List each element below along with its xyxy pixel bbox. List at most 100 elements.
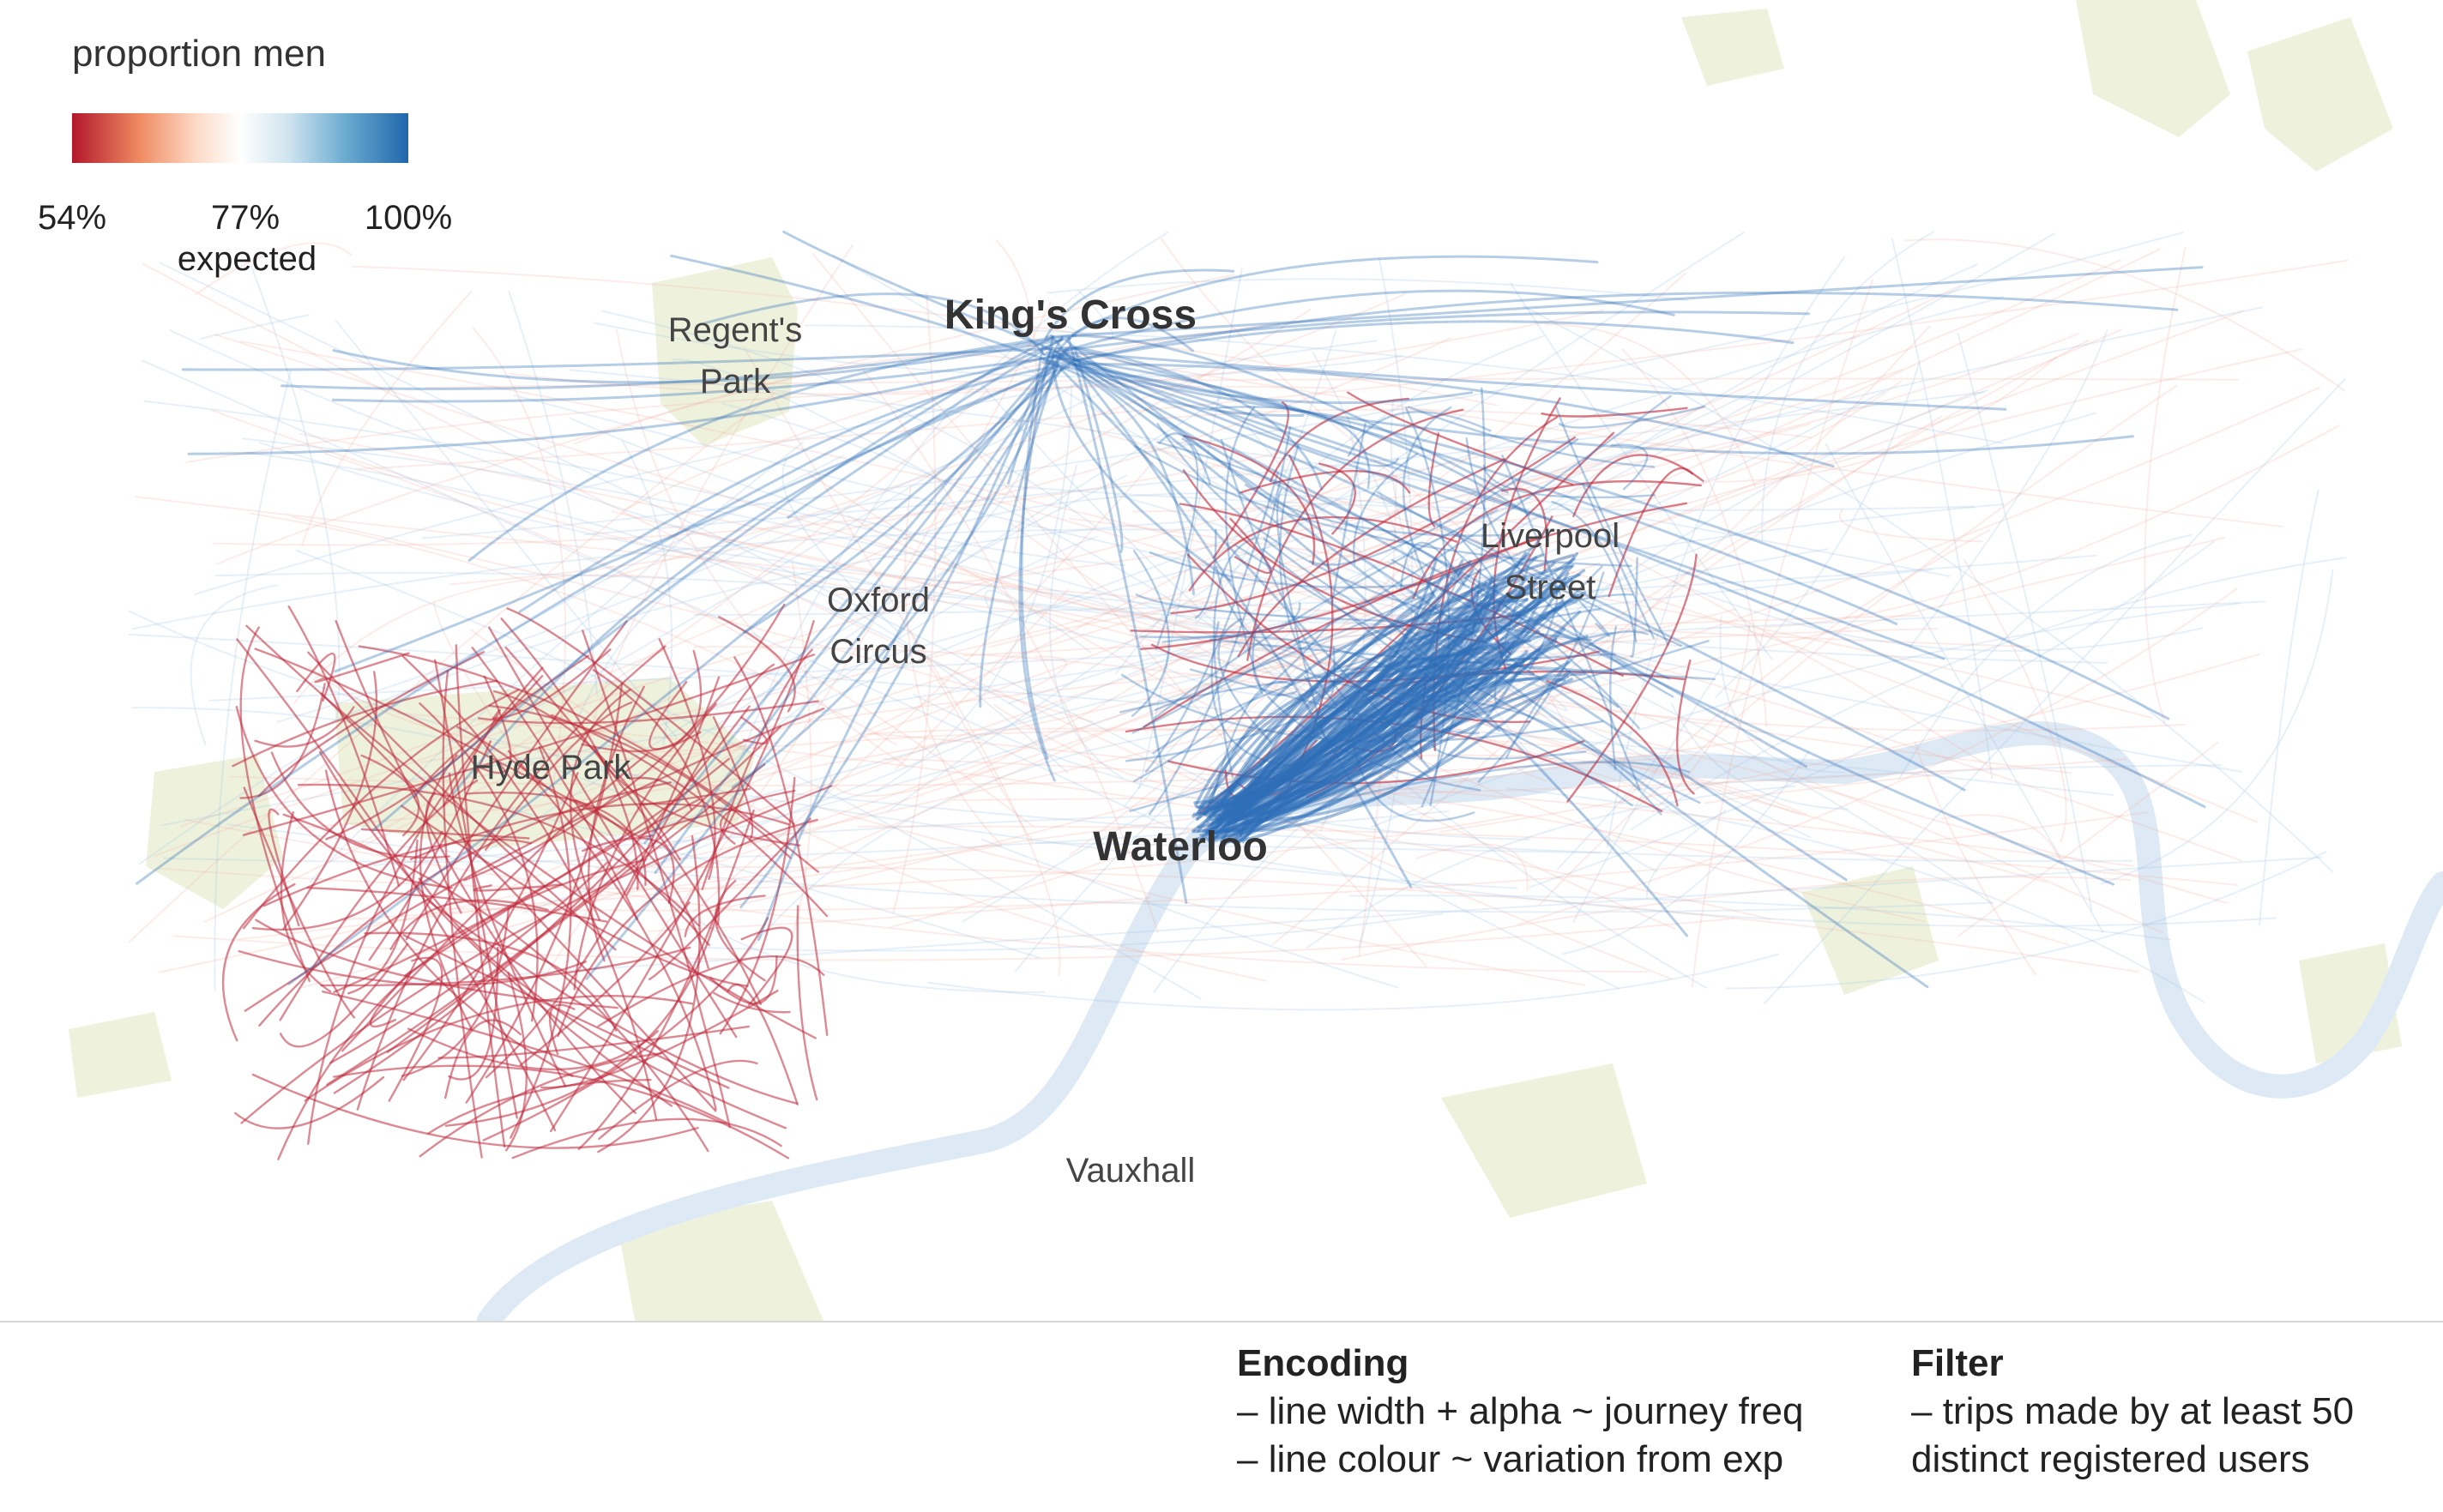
journey-line	[142, 262, 1672, 979]
journey-line	[477, 700, 819, 725]
journey-line	[1194, 651, 1491, 807]
journey-line	[277, 858, 647, 1160]
journey-line	[226, 823, 1994, 913]
journey-line	[760, 567, 1069, 774]
journey-line	[324, 769, 574, 1077]
journey-line	[299, 432, 2228, 904]
journey-line	[1072, 351, 2007, 411]
map-canvas	[69, 0, 2443, 1321]
journey-line	[1433, 416, 1559, 751]
journey-line	[742, 346, 1034, 844]
journey-line	[1407, 688, 1633, 807]
journey-line	[1227, 582, 1497, 827]
journey-line	[1891, 238, 1994, 780]
journey-line	[1223, 652, 1435, 846]
journey-line	[881, 757, 2134, 867]
journey-line	[1049, 310, 1811, 354]
journey-line	[1511, 415, 1943, 719]
journey-line	[569, 369, 1951, 577]
place-label-liverpool-street-line2: Street	[1504, 569, 1596, 606]
map-area[interactable]: proportion men 54% 77% 100% expected Kin…	[0, 0, 2443, 1321]
journey-line	[215, 274, 1235, 565]
journey-line	[1051, 352, 1233, 582]
journey-line	[250, 512, 897, 745]
journey-line	[463, 603, 786, 882]
journey-line	[1538, 384, 2178, 906]
journey-line	[570, 417, 1126, 567]
journey-line	[1215, 568, 1475, 822]
journey-line	[583, 391, 1985, 536]
journey-line	[1203, 624, 1436, 816]
journey-line	[1233, 676, 1493, 842]
journey-line	[1158, 432, 1211, 485]
journey-line	[1059, 367, 1431, 770]
journey-line	[1234, 544, 1701, 804]
journey-line	[904, 485, 1003, 846]
journey-line	[1222, 588, 1561, 829]
journey-line	[781, 459, 899, 632]
journey-line	[1170, 437, 1576, 615]
journey-line	[449, 337, 1452, 586]
journey-line	[1353, 452, 1419, 565]
journey-line	[1010, 522, 1925, 923]
journey-line	[1215, 605, 1563, 824]
journey-line	[1253, 537, 2225, 765]
journey-line	[1139, 535, 1539, 650]
journey-line	[1071, 255, 1599, 336]
journey-line	[1223, 649, 1529, 833]
journey-line	[194, 242, 353, 296]
journey-line	[597, 834, 701, 1154]
journey-line	[239, 683, 326, 799]
journey-line	[585, 365, 1059, 980]
journey-line	[1209, 561, 1556, 826]
journey-line	[331, 353, 1069, 403]
journey-line	[1645, 810, 1727, 899]
journey-line	[287, 358, 1076, 985]
journey-line	[1241, 645, 1488, 825]
journey-line	[1153, 717, 1459, 993]
journey-line	[323, 452, 1034, 828]
journey-line	[1415, 843, 1529, 892]
journey-line	[1207, 660, 1470, 842]
journey-line	[1209, 553, 1544, 834]
journey-line	[1566, 553, 1698, 803]
journey-line	[679, 528, 1642, 789]
journey-line	[1347, 703, 1475, 822]
journey-line	[1306, 785, 1795, 949]
journey-line	[648, 681, 702, 750]
journey-line	[1125, 715, 1663, 812]
journey-line	[1209, 678, 1573, 844]
park-north	[1681, 9, 1784, 86]
journey-line	[615, 328, 908, 768]
journey-line	[1073, 363, 1807, 768]
journey-line	[727, 983, 799, 1105]
place-label-vauxhall: Vauxhall	[1065, 1152, 1196, 1190]
journey-line	[351, 265, 1498, 407]
journey-line	[1390, 389, 1988, 773]
journey-line	[508, 291, 599, 698]
journey-line	[1202, 660, 1449, 816]
journey-line	[132, 528, 1224, 630]
journey-line	[1572, 454, 1704, 518]
journey-line	[1235, 599, 1578, 806]
journey-line	[1234, 577, 1573, 846]
park-shapes	[69, 0, 2402, 1321]
journey-line	[136, 338, 1063, 885]
journey-line	[507, 750, 717, 1111]
journey-line	[2100, 569, 2334, 885]
journey-line	[128, 633, 2114, 796]
journey-line	[1224, 406, 1264, 695]
journey-line	[262, 838, 532, 907]
journey-line	[1231, 642, 1515, 844]
journey-line	[510, 745, 572, 1139]
journey-line	[401, 655, 658, 1121]
journey-line	[396, 712, 1772, 920]
journey-line	[1047, 362, 1195, 596]
journey-line	[701, 648, 813, 891]
journey-line	[1214, 672, 1586, 835]
journey-line	[592, 669, 721, 925]
journey-line	[245, 624, 817, 1039]
journey-line	[1609, 625, 1618, 770]
journey-line	[1131, 333, 2079, 513]
journey-line	[341, 753, 648, 1052]
